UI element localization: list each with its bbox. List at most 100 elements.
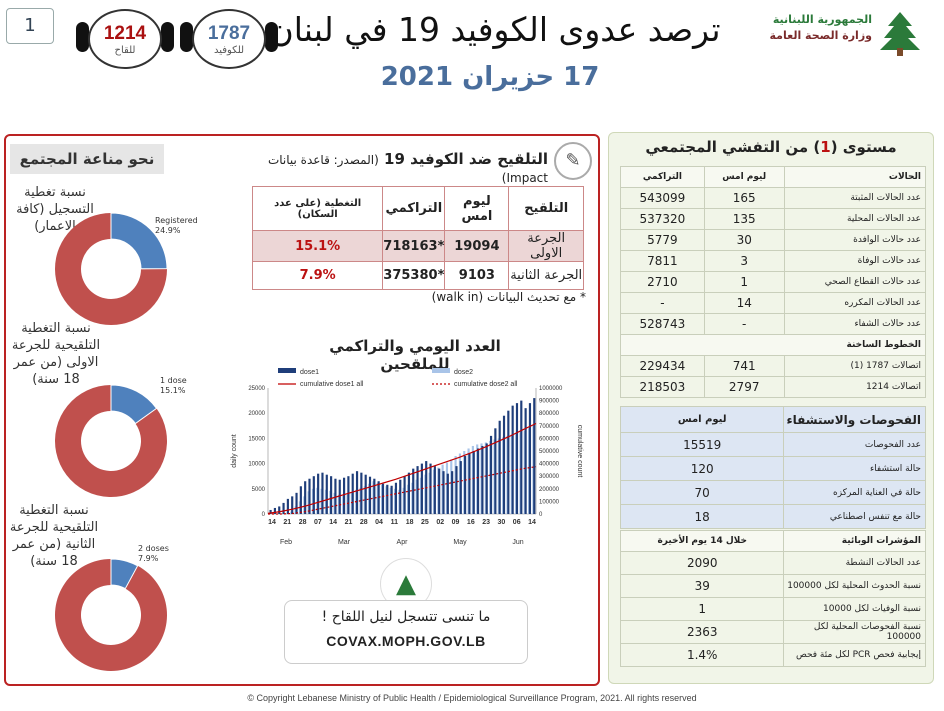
registration-promo: ما تنسى تتسجل لنيل اللقاح ! COVAX.MOPH.G… [284,600,528,664]
table-header: التغطية (على عدد السكان) [251,186,384,231]
table-cell: عدد الحالات المكرره [783,292,927,314]
table-cell: حالة استشفاء [783,456,926,481]
legend-swatch [278,368,296,373]
syringe-icon: ✎ [554,142,592,180]
y-tick-label: 5000 [252,487,266,493]
x-tick-label: 16 [467,519,475,526]
bar-dose1 [368,476,372,514]
table-cell: 543099 [620,187,705,209]
bar-dose1 [446,473,449,514]
table-header: المؤشرات الوبائية [783,530,926,552]
bar-dose1 [507,410,510,514]
bar-dose1 [321,472,324,514]
donut-remaining-slice [55,559,168,671]
table-cell: 5779 [620,229,705,251]
x-tick-label: 06 [513,519,521,526]
bar-dose1 [438,468,441,514]
table-header: ليوم امس [619,406,785,433]
table-row: عدد حالات الوافدة 30 5779 [620,229,927,251]
table-row: حالة مع تنفس اصطناعي 18 [619,504,926,529]
table-cell: عدد حالات الشفاء [783,313,927,335]
bar-dose1 [442,471,445,514]
donut-registered-chart [55,212,168,325]
bar-dose1 [312,476,315,514]
table-cell: 528743 [620,313,705,335]
y2-tick-label: 1000000 [539,386,563,392]
bar-dose1 [528,403,532,514]
table-cell: عدد الحالات المثبتة [783,187,927,209]
y-tick-label: 10000 [248,462,265,468]
table-cell: *375380 [382,261,446,290]
donut-3-label: نسبة التغطية التلقيحية للجرعة الثانية (م… [9,503,99,569]
table-row: عدد حالات القطاع الصحي 1 2710 [620,271,927,293]
table-cell: إيجابية فحص PCR لكل مئة فحص [783,643,926,667]
table-header: ليوم امس [703,166,785,188]
bar-dose1 [278,506,281,514]
table-cell: حالة مع تنفس اصطناعي [783,504,926,529]
bar-dose1 [381,483,385,514]
x-tick-label: 30 [498,519,506,526]
bar-dose1 [394,482,398,514]
donut-remaining-slice [55,385,167,497]
bar-dose1 [308,478,311,514]
bar-dose1 [269,509,272,514]
indicators-table: المؤشرات الوبائية خلال 14 يوم الأخيرة عد… [619,530,926,667]
y-tick-label: 20000 [248,411,265,417]
x-month-label: Jun [512,539,523,546]
x-tick-label: 14 [329,519,337,526]
table-cell: نسبة الفحوصات المحلية لكل 100000 [783,620,926,644]
table-row: عدد الحالات المحلية 135 537320 [620,208,927,230]
table-header: خلال 14 يوم الأخيرة [619,530,785,552]
bar-dose1 [515,403,519,514]
vaccination-source: (المصدر: قاعدة بيانات Impact) [267,153,548,185]
table-cell: الجرعة الثانية [508,261,584,290]
table-cell: 2710 [620,271,705,293]
bar-dose1 [451,471,454,514]
donut-2-label: نسبة التغطية التلقيحية للجرعة الاولى (من… [11,321,101,387]
bar-dose1 [286,498,289,514]
donut-1-label: نسبة تغطية التسجيل (كافة الاعمار) [16,185,94,234]
table-cell: عدد الحالات النشطة [783,551,926,575]
bar-dose1 [464,456,467,514]
legend-swatch [432,368,450,373]
headset-right-icon [161,22,174,52]
table-row: نسبة الحدوث المحلية لكل 100000 39 [619,574,926,598]
x-tick-label: 14 [528,519,536,526]
bar-dose1 [407,472,410,514]
table-cell: - [620,292,705,314]
table-cell: 2090 [619,551,785,575]
donut-2-tag-name: 1 dose [160,376,187,385]
page-title: ترصد عدوى الكوفيد 19 في لبنان [269,10,721,49]
hotline-covid-number: 1787 [207,23,251,44]
donut-dose2-chart [55,558,168,671]
table-cell: 135 [703,208,785,230]
bar-dose1 [390,485,393,514]
table-cell: 229434 [620,355,705,377]
bar-dose1 [342,477,346,514]
legend-label: cumulative dose2 all [454,381,518,388]
donut-dose1-chart [55,384,167,497]
cases-table: الحالات ليوم امس التراكمي عدد الحالات ال… [620,166,927,398]
bar-dose1 [355,471,359,514]
legend-label: cumulative dose1 all [300,381,364,388]
bar-dose1 [502,415,506,514]
table-header: التراكمي [620,166,705,188]
bar-dose1 [347,476,350,514]
table-cell: 14 [703,292,785,314]
bar-dose1 [399,479,402,514]
vaccination-daily-chart: dose1 dose2 cumulative dose1 all cumulative… [231,368,583,546]
table-cell: 218503 [620,376,705,398]
table-row: الجرعة الثانية 9103 *375380 7.9% [251,261,584,290]
bar-dose1 [498,420,501,514]
y2-tick-label: 100000 [539,499,560,505]
table-cell: اتصالات 1787 (1) [783,355,927,377]
promo-link[interactable]: COVAX.MOPH.GOV.LB [326,633,486,649]
table-header: التراكمي [382,186,446,231]
table-cell: عدد الفحوصات [783,432,926,457]
bar-dose1 [273,507,276,514]
table-row: عدد الفحوصات 15519 [619,432,926,457]
bar-dose1 [282,502,285,514]
x-tick-label: 18 [406,519,414,526]
hotline-vaccine-number: 1214 [103,23,147,44]
table-row: عدد الحالات النشطة 2090 [619,551,926,575]
